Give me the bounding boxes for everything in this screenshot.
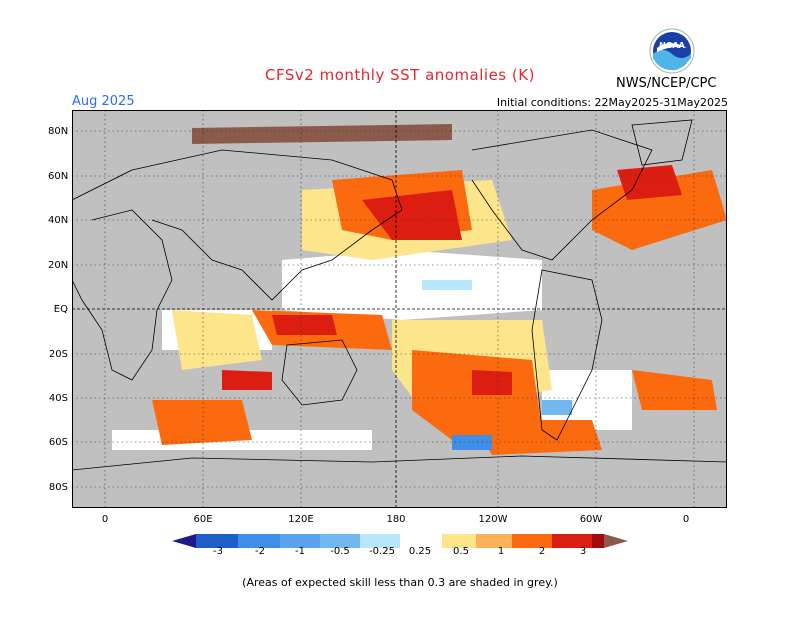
colorbar-swatch [238, 534, 280, 548]
strong-warm-maritime [272, 315, 337, 335]
near-zero-tropical-band [282, 250, 542, 320]
africa-outline [72, 209, 173, 381]
sst-anomaly-map [72, 110, 727, 508]
colorbar [172, 534, 628, 548]
anomaly-patches [112, 124, 727, 455]
colorbar-swatch [320, 534, 360, 548]
colorbar-swatch [400, 534, 442, 548]
antarctica-outline [72, 455, 727, 471]
colorbar-label: 3 [579, 546, 587, 557]
colorbar-label: 2 [538, 546, 546, 557]
lon-label: 0 [101, 514, 109, 525]
colorbar-label: 1 [497, 546, 505, 557]
colorbar-label: -1 [295, 546, 305, 557]
lon-label: 180 [386, 514, 406, 525]
cool-south-pacific [452, 435, 492, 450]
colorbar-label: -0.25 [369, 546, 395, 557]
north-america-outline [471, 129, 653, 261]
lat-label: 80S [48, 482, 68, 493]
eurasia-outline [72, 149, 403, 301]
strong-warm-north-pacific [362, 190, 462, 240]
lat-label: 80N [48, 126, 69, 137]
colorbar-swatch [280, 534, 320, 548]
australia-outline [281, 339, 358, 406]
colorbar-label: -2 [255, 546, 265, 557]
strong-warm-south-indian [222, 370, 272, 390]
lat-label: 60S [48, 437, 68, 448]
map-title: CFSv2 monthly SST anomalies (K) [265, 66, 535, 84]
lat-label: 40S [48, 393, 68, 404]
colorbar-label: 0.5 [453, 546, 469, 557]
skill-footnote: (Areas of expected skill less than 0.3 a… [242, 576, 558, 589]
warm-south-indian [152, 400, 252, 445]
lat-label: 60N [48, 171, 69, 182]
colorbar-left-arrow [172, 534, 196, 548]
valid-month-label: Aug 2025 [72, 94, 135, 109]
colorbar-label: -0.5 [330, 546, 350, 557]
lon-label: 60W [579, 514, 603, 525]
colorbar-label: -3 [213, 546, 223, 557]
strong-warm-north-atlantic [617, 165, 682, 200]
cool-south-atlantic [542, 400, 572, 415]
lat-label: 20N [48, 260, 69, 271]
colorbar-swatch [476, 534, 512, 548]
very-warm-arctic [192, 124, 452, 144]
continent-outlines [72, 119, 727, 471]
lon-label: 0 [682, 514, 690, 525]
map-frame [72, 110, 727, 508]
greenland-outline [631, 119, 693, 166]
cool-east-pacific [422, 280, 472, 290]
colorbar-swatch [442, 534, 476, 548]
colorbar-right-arrow [604, 534, 628, 548]
colorbar-swatch [552, 534, 592, 548]
colorbar-swatch [196, 534, 238, 548]
strong-warm-south-pacific [472, 370, 512, 395]
agency-label: NWS/NCEP/CPC [616, 76, 717, 91]
logo-text: NOAA [659, 41, 685, 50]
colorbar-swatch [360, 534, 400, 548]
initial-conditions-label: Initial conditions: 22May2025-31May2025 [496, 96, 728, 109]
colorbar-swatch [512, 534, 552, 548]
weak-warm-indian [172, 310, 262, 370]
lat-label: 40N [48, 215, 69, 226]
lat-label: 20S [48, 349, 68, 360]
warm-southern-pacific [472, 420, 602, 455]
lon-label: 120W [478, 514, 508, 525]
colorbar-swatch [592, 534, 604, 548]
warm-south-atlantic [632, 370, 717, 410]
colorbar-label: 0.25 [408, 546, 432, 557]
south-america-outline [531, 269, 603, 441]
noaa-logo: NOAA [649, 28, 695, 74]
lon-label: 60E [193, 514, 213, 525]
lat-label: EQ [53, 304, 68, 315]
lon-label: 120E [288, 514, 314, 525]
